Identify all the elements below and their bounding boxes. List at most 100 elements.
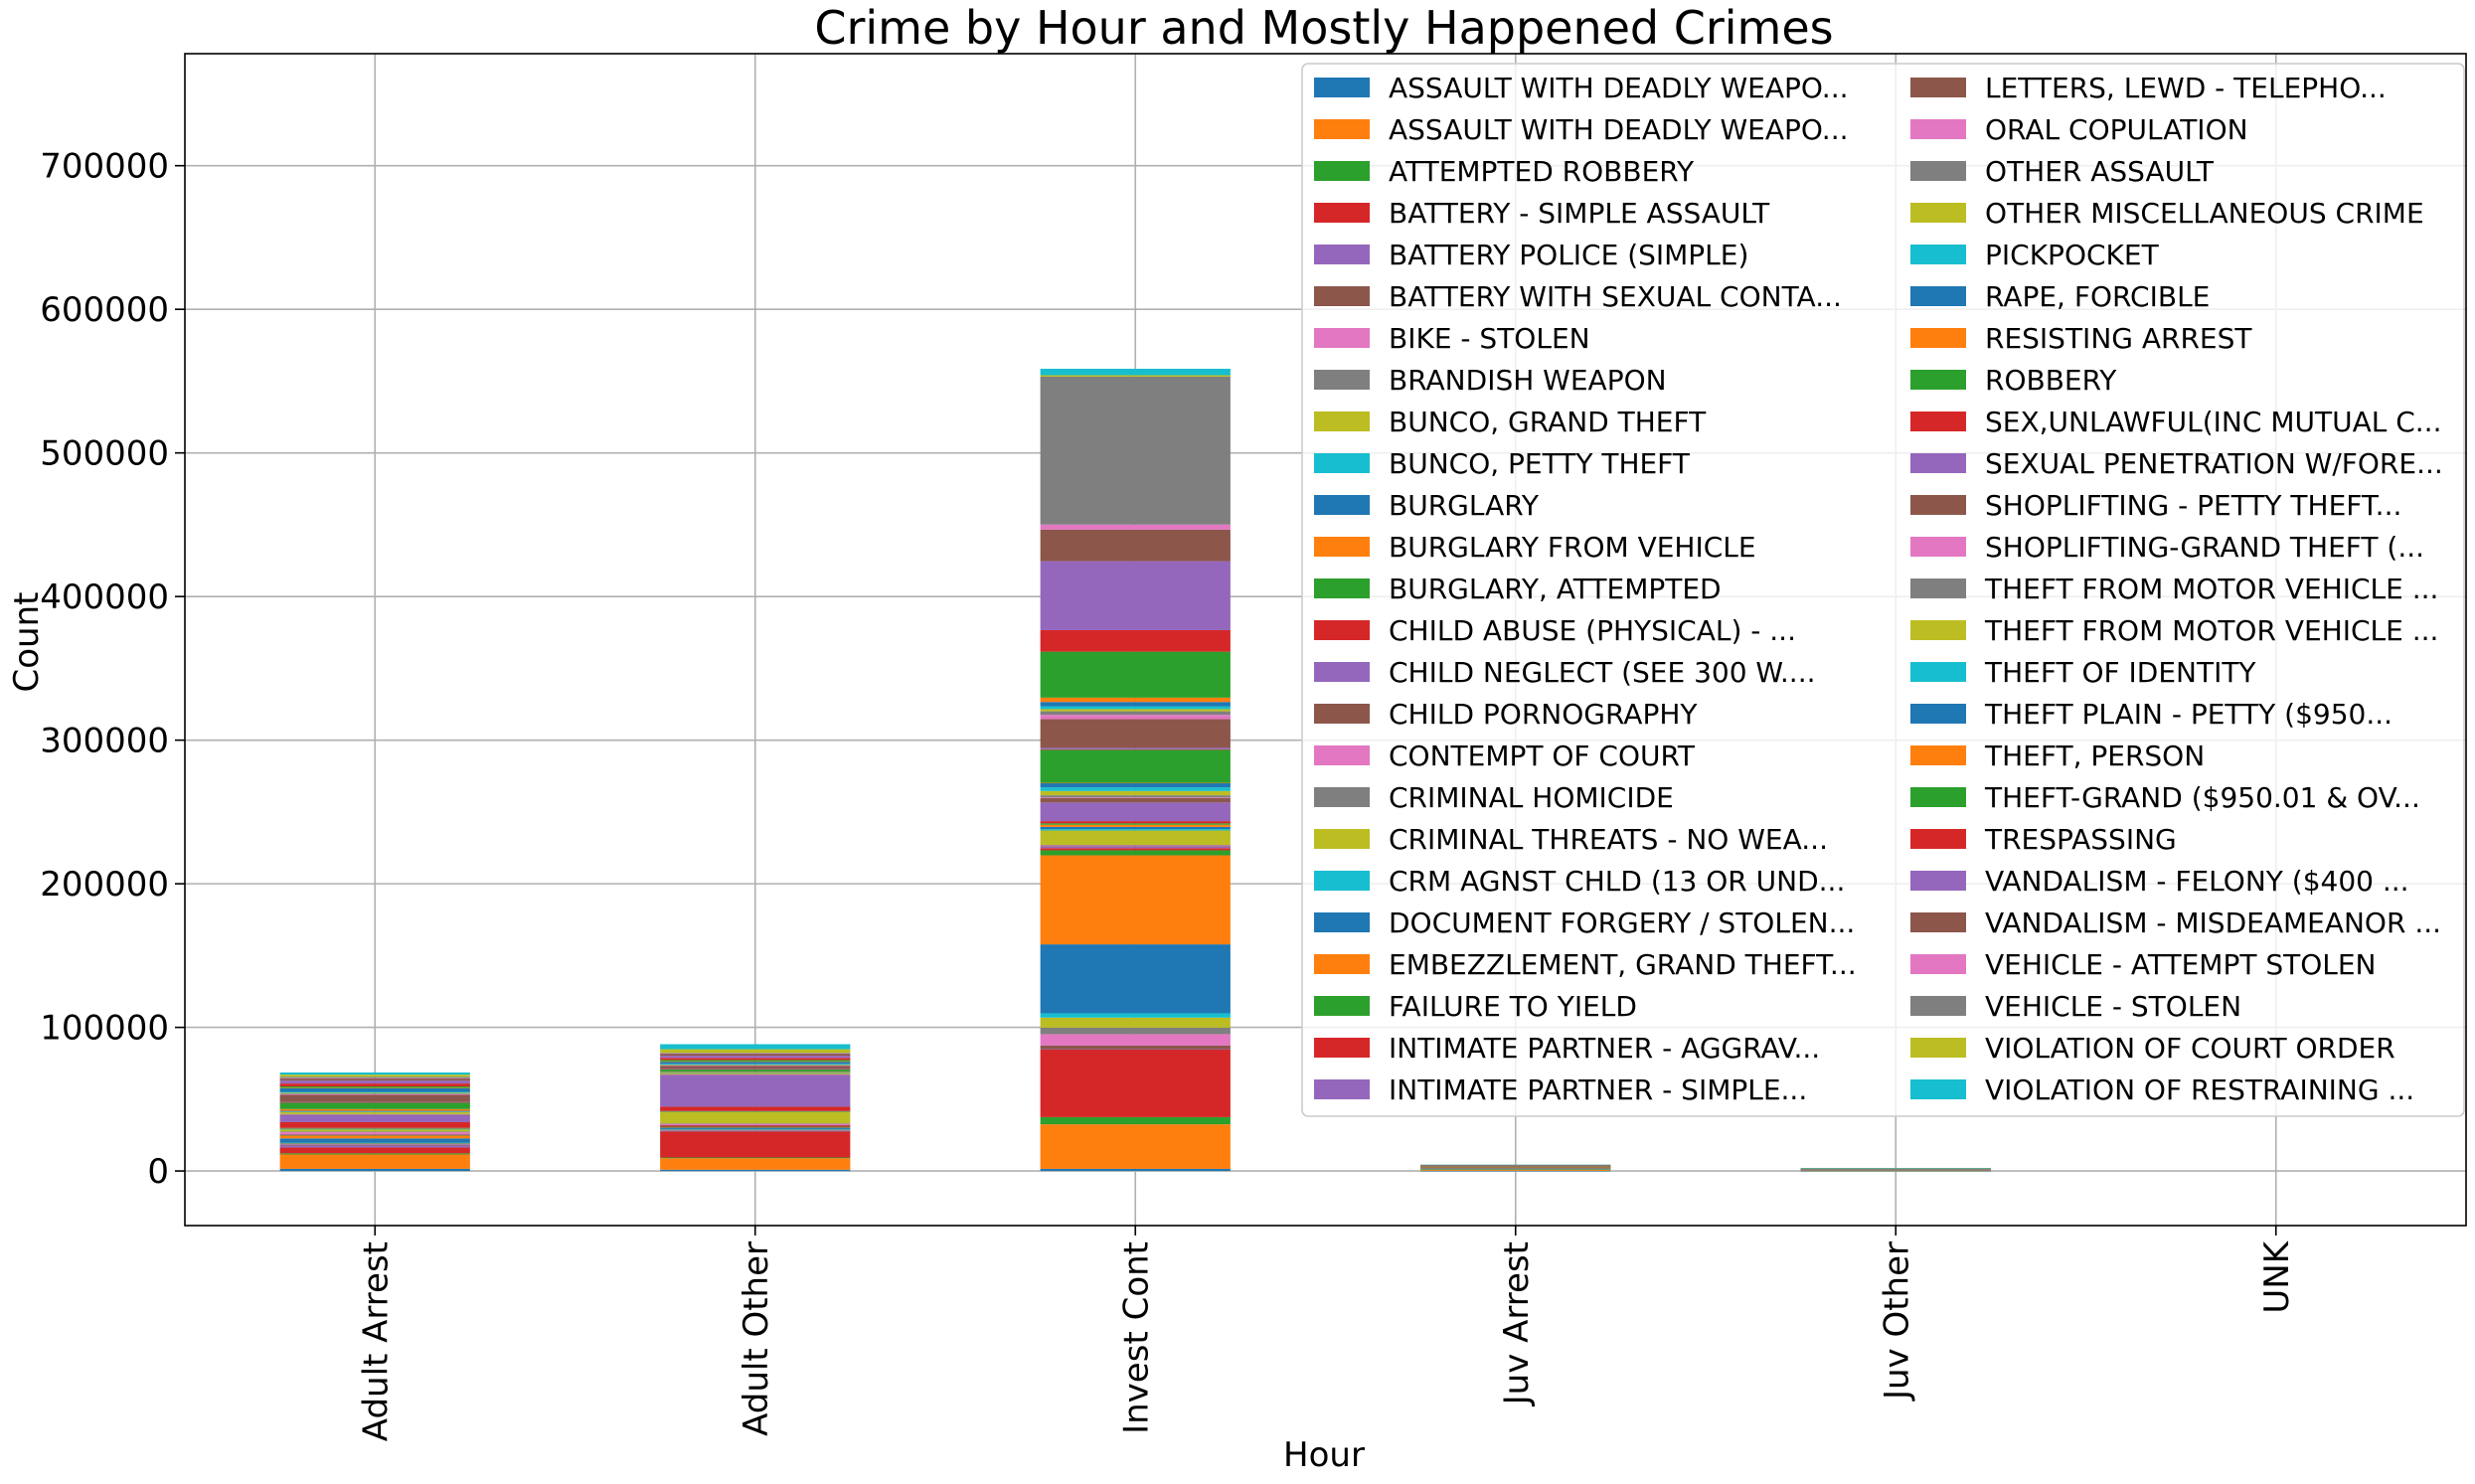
- bar-segment: [1040, 823, 1231, 825]
- bar-segment: [1800, 1170, 1991, 1172]
- bar-segment: [1040, 798, 1231, 803]
- bar-segment: [279, 1074, 470, 1077]
- bar-segment: [660, 1049, 851, 1054]
- bar-segment: [1040, 850, 1231, 856]
- legend-label: ASSAULT WITH DEADLY WEAPO...: [1389, 72, 1849, 104]
- bar-segment: [1040, 1017, 1231, 1028]
- legend-swatch: [1314, 912, 1370, 932]
- bar-segment: [660, 1053, 851, 1054]
- bar-segment: [1420, 1170, 1611, 1172]
- bar-segment: [660, 1111, 851, 1124]
- legend-swatch: [1314, 578, 1370, 598]
- legend-label: VEHICLE - STOLEN: [1985, 990, 2241, 1023]
- legend-swatch: [1910, 161, 1966, 181]
- legend-label: BURGLARY: [1389, 489, 1540, 522]
- bar-segment: [1040, 1013, 1231, 1018]
- bar-segment: [279, 1144, 470, 1146]
- bar-segment: [1040, 1124, 1231, 1169]
- legend-label: FAILURE TO YIELD: [1389, 990, 1637, 1023]
- legend-label: SHOPLIFTING-GRAND THEFT (...: [1985, 531, 2424, 564]
- bar-segment: [660, 1073, 851, 1075]
- bar-segment: [660, 1128, 851, 1130]
- legend-label: BUNCO, GRAND THEFT: [1389, 406, 1707, 438]
- bar-segment: [1420, 1169, 1611, 1171]
- bar-segment: [660, 1062, 851, 1065]
- bar-segment: [279, 1111, 470, 1112]
- bar-segment: [660, 1131, 851, 1132]
- bar-segment: [660, 1065, 851, 1066]
- bar-segment: [1420, 1166, 1611, 1168]
- legend-label: PICKPOCKET: [1985, 239, 2160, 271]
- bar-segment: [1040, 651, 1231, 698]
- legend-swatch: [1314, 1079, 1370, 1099]
- bar-segment: [279, 1132, 470, 1135]
- bar-segment: [660, 1131, 851, 1158]
- legend-label: VIOLATION OF RESTRAINING ...: [1985, 1073, 2414, 1106]
- bar-segment: [1420, 1165, 1611, 1167]
- bar-segment: [279, 1145, 470, 1148]
- bar-segment: [1800, 1171, 1991, 1172]
- bar-segment: [1040, 830, 1231, 845]
- bar-segment: [660, 1069, 851, 1070]
- legend: ASSAULT WITH DEADLY WEAPO... ASSAULT WITH…: [1301, 63, 2465, 1117]
- bar-segment: [1040, 561, 1231, 630]
- bar-segment: [1040, 782, 1231, 784]
- y-tick-label: 400000: [40, 577, 169, 617]
- bar-segment: [279, 1114, 470, 1115]
- x-axis: Adult Arrest Adult Other Invest Cont Juv Ar…: [356, 1226, 2297, 1441]
- bar-segment: [279, 1168, 470, 1172]
- bar-segment: [660, 1124, 851, 1126]
- legend-swatch: [1910, 996, 1966, 1016]
- bar-segment: [1040, 795, 1231, 798]
- bar-segment: [1040, 1027, 1231, 1035]
- y-tick-label: 700000: [40, 147, 169, 187]
- legend-label: BATTERY WITH SEXUAL CONTA...: [1389, 280, 1842, 313]
- bar-segment: [279, 1087, 470, 1088]
- bar-segment: [279, 1138, 470, 1143]
- bar-segment: [1040, 1049, 1231, 1051]
- legend-label: ORAL COPULATION: [1985, 113, 2248, 146]
- bar-segment: [1040, 629, 1231, 652]
- y-tick-label: 200000: [40, 865, 169, 905]
- x-tick-label: Adult Arrest: [356, 1241, 396, 1441]
- bar-segment: [279, 1135, 470, 1139]
- legend-swatch: [1314, 871, 1370, 891]
- legend-swatch: [1314, 662, 1370, 682]
- bar-segment: [660, 1044, 851, 1050]
- legend-label: CHILD PORNOGRAPHY: [1389, 698, 1698, 731]
- x-tick-label: Juv Arrest: [1497, 1241, 1537, 1406]
- bar-segment: [279, 1080, 470, 1084]
- bar-segment: [1040, 782, 1231, 788]
- bar-segment: [1420, 1168, 1611, 1170]
- bar-segment: [660, 1130, 851, 1131]
- bar-segment: [1040, 826, 1231, 830]
- bar-segment: [279, 1142, 470, 1144]
- bar-segment: [660, 1126, 851, 1128]
- legend-swatch: [1910, 495, 1966, 515]
- legend-swatch: [1910, 412, 1966, 431]
- bar-segment: [279, 1094, 470, 1102]
- bar-segment: [660, 1129, 851, 1131]
- legend-label: THEFT PLAIN - PETTY ($950...: [1984, 698, 2392, 731]
- bar-segment: [1800, 1169, 1991, 1171]
- bar-segment: [660, 1072, 851, 1073]
- legend-label: THEFT FROM MOTOR VEHICLE ...: [1984, 573, 2438, 605]
- y-axis: 0 100000 200000 300000 400000 500000 600000 700…: [40, 147, 185, 1192]
- legend-swatch: [1314, 787, 1370, 807]
- legend-label: RAPE, FORCIBLE: [1985, 280, 2210, 313]
- legend-swatch: [1910, 662, 1966, 682]
- legend-swatch: [1910, 328, 1966, 348]
- bar-segment: [1040, 1045, 1231, 1050]
- bar-segment: [279, 1154, 470, 1169]
- bar-segment: [1040, 697, 1231, 703]
- bar-segment: [660, 1157, 851, 1159]
- bar-segment: [279, 1076, 470, 1078]
- legend-swatch: [1910, 370, 1966, 390]
- y-tick-label: 500000: [40, 434, 169, 474]
- bar-segment: [1040, 1116, 1231, 1125]
- bar-segment: [1040, 944, 1231, 1014]
- bar-segment: [1040, 797, 1231, 799]
- x-tick-label: Invest Cont: [1116, 1241, 1156, 1434]
- legend-swatch: [1910, 954, 1966, 974]
- bar-segment: [279, 1092, 470, 1094]
